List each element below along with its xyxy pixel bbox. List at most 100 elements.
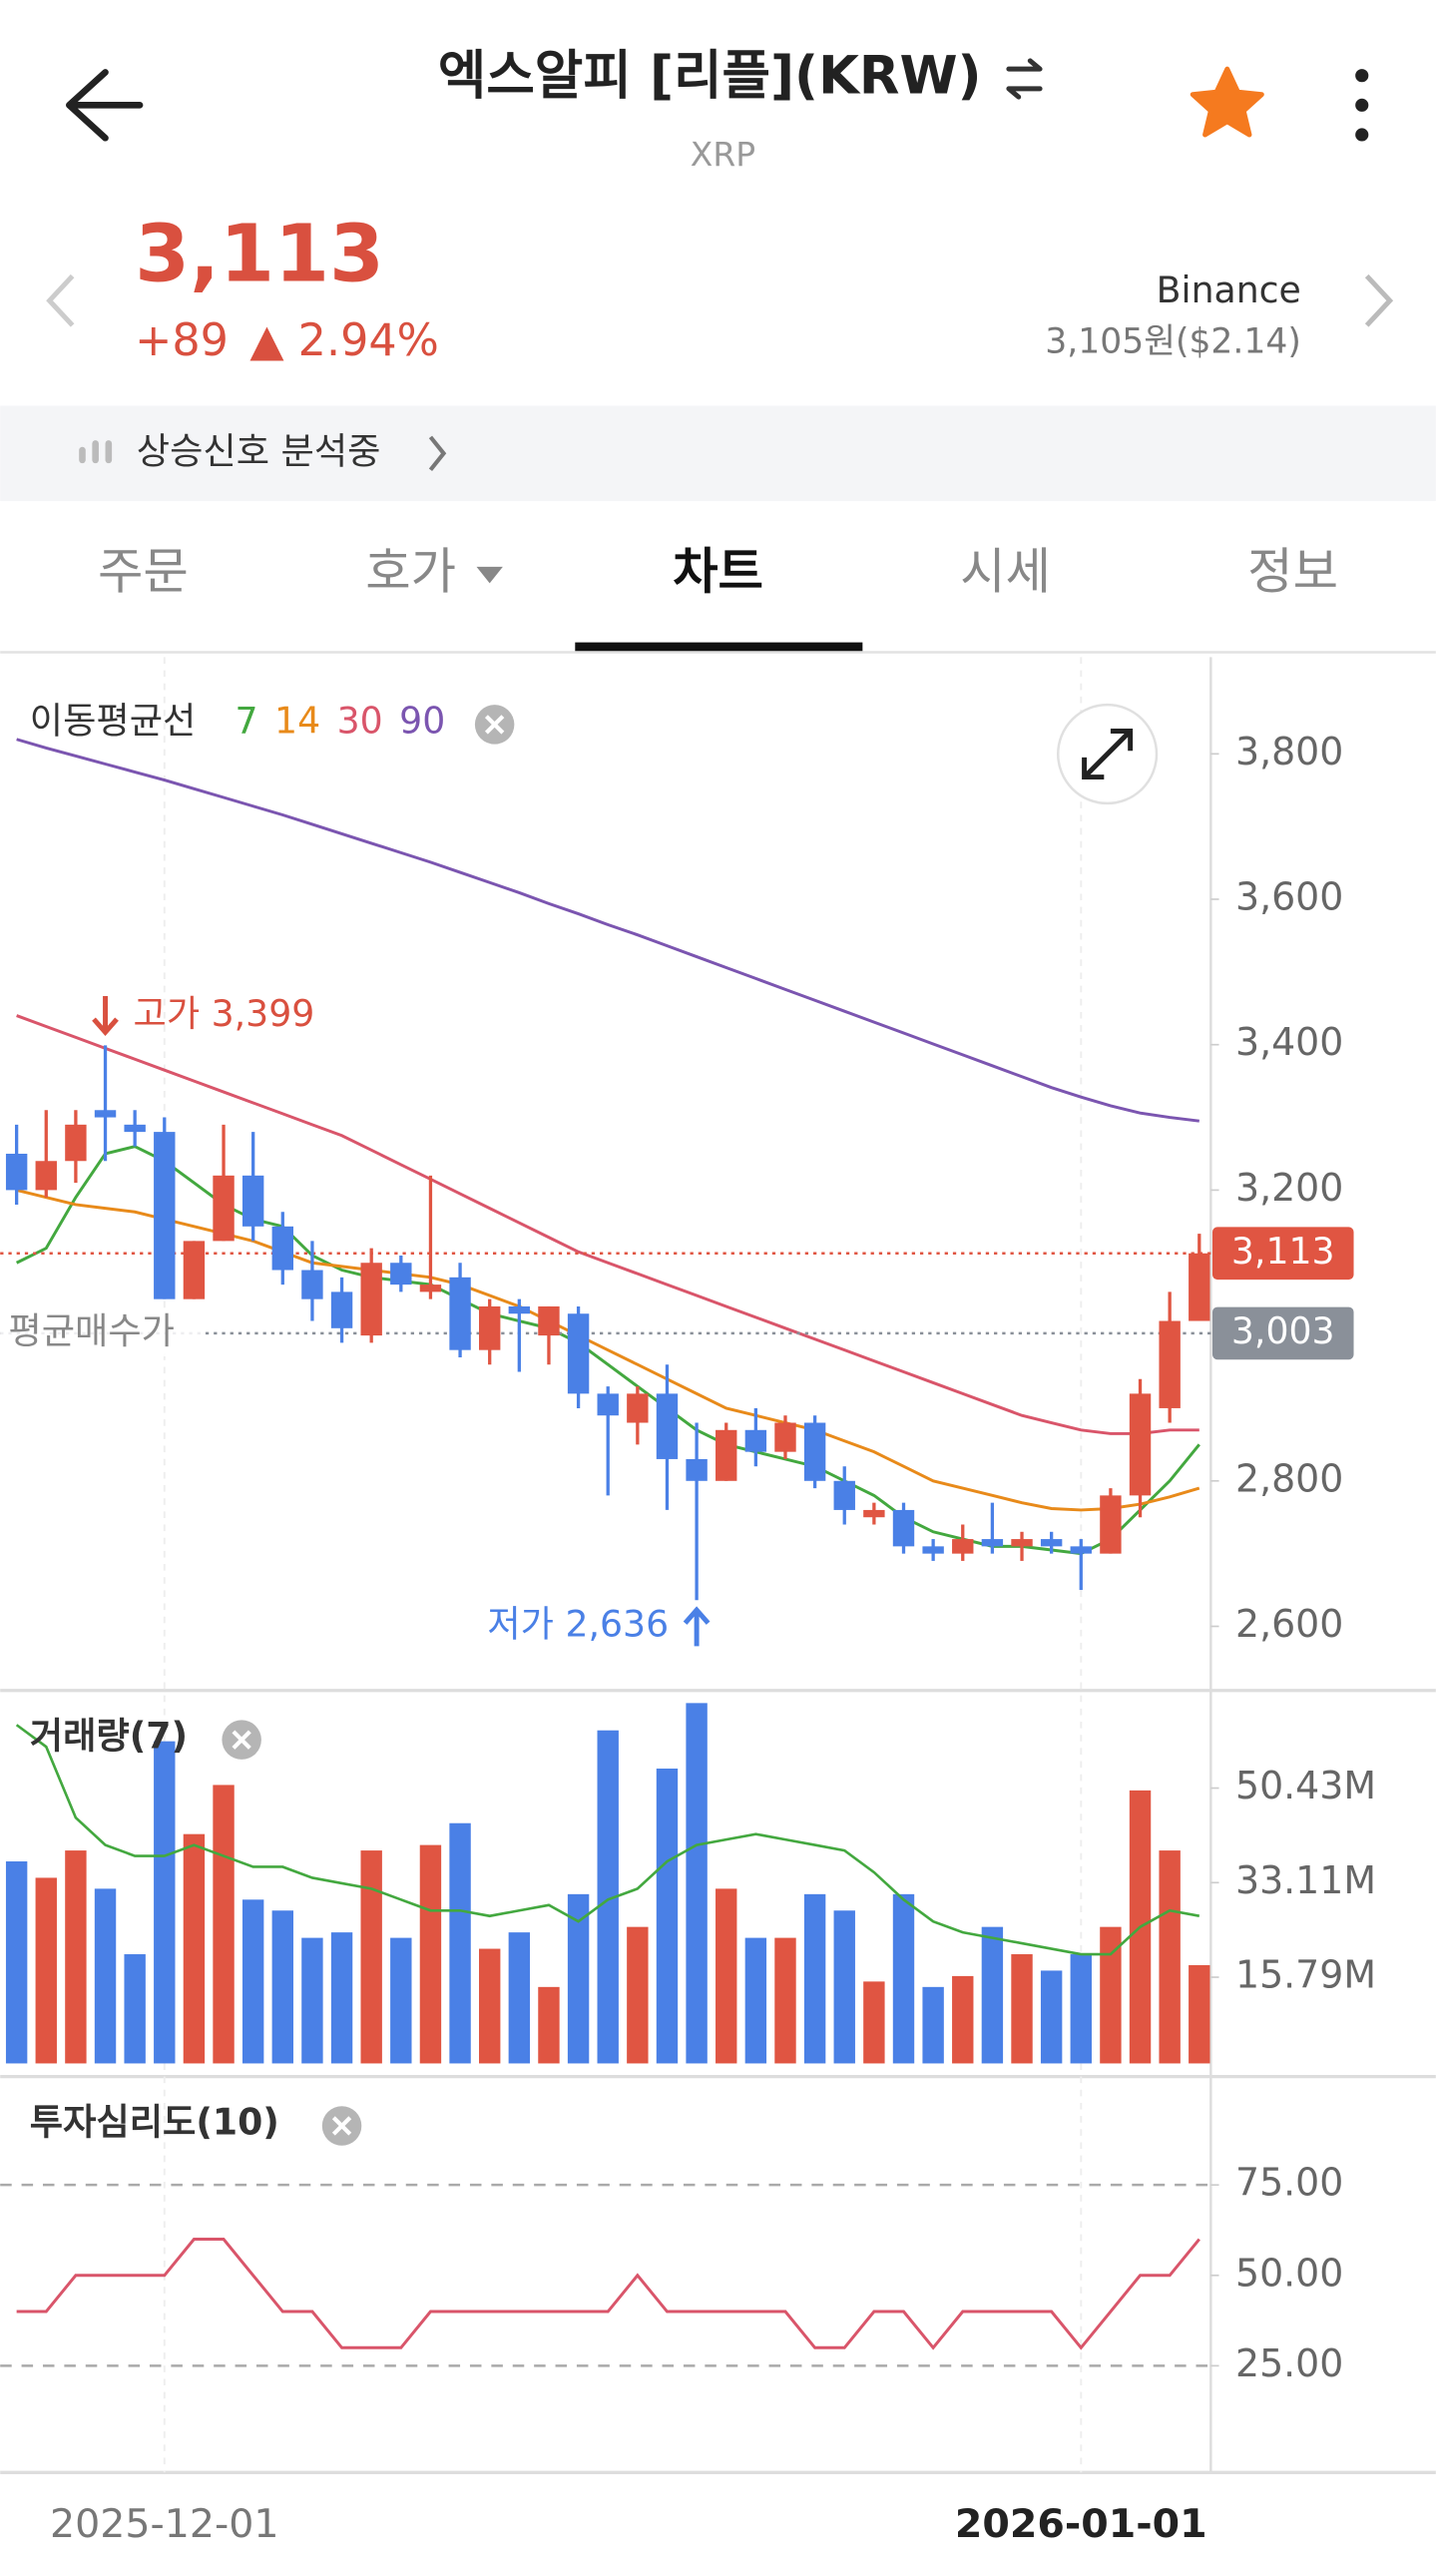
expand-button[interactable] [1056,703,1159,805]
expand-icon [1082,729,1134,780]
volume-bar [803,1893,826,2064]
tab-bar: 주문 호가 차트 시세 정보 [98,543,1338,653]
candle-body [419,1285,442,1292]
panel-title: 거래량(7) [30,1715,188,1758]
tab[interactable]: 차트 [673,543,763,601]
swap-icon[interactable] [1006,58,1043,100]
y-tick-label: 3,200 [1235,1166,1343,1210]
candle-body [508,1305,531,1314]
favorite-star[interactable] [1190,66,1264,138]
back-button[interactable] [66,69,144,142]
tab[interactable]: 정보 [1247,543,1338,601]
volume-bar [1070,1954,1092,2064]
candle-body [1040,1539,1063,1547]
candle-body [360,1263,382,1336]
candle-body [538,1305,560,1336]
price-change: +89 [135,315,229,366]
volume-bar [65,1850,87,2064]
page-title: 엑스알피 [리플](KRW) [438,46,982,107]
volume-bar [271,1910,293,2064]
candle-body [774,1422,796,1452]
candle-body [567,1313,590,1394]
volume-bar [1159,1850,1181,2064]
candle-body [1100,1495,1122,1554]
candle-body [981,1539,1004,1547]
candle-body [744,1429,767,1452]
legend-entry: 90 [399,699,445,742]
exchange-name: Binance [1157,268,1301,311]
volume-bar [508,1932,531,2064]
y-tick-label: 75.00 [1235,2161,1343,2205]
candle-body [863,1509,885,1518]
dot [1355,69,1369,83]
more-menu[interactable] [1355,69,1369,142]
legend-entry: 7 [236,699,258,742]
volume-bar [952,1975,974,2064]
volume-bar [922,1986,944,2064]
price-tag-label: 3,113 [1231,1230,1335,1273]
tab[interactable]: 주문 [98,543,189,601]
remove-indicator[interactable] [321,2106,362,2146]
tab[interactable]: 호가 [365,543,456,601]
candle-body [922,1546,944,1554]
candle-body [241,1175,264,1227]
prev-arrow[interactable] [46,273,75,327]
back-arrow [66,69,144,142]
volume-bar [597,1730,619,2064]
moving-average-line [16,1014,1199,1435]
y-tick-label: 15.79M [1235,1953,1376,1997]
volume-bar [183,1833,206,2064]
remove-indicator[interactable] [222,1720,261,1760]
volume-bar [686,1703,708,2064]
legend-entry: 30 [337,699,383,742]
volume-bar [330,1932,353,2064]
volume-bar [716,1888,737,2064]
candle-body [892,1509,915,1547]
candle-body [952,1539,974,1554]
volume-bar [213,1785,235,2064]
volume-bar [419,1844,442,2064]
close-x [232,1730,251,1750]
volume-bar [1040,1970,1063,2064]
dot [1355,128,1369,142]
tab[interactable]: 시세 [960,543,1051,601]
x-tick-label: 2026-01-01 [955,2501,1207,2547]
candle-body [5,1153,28,1191]
annotation-arrow [683,1606,711,1647]
ma-title: 이동평균선 [30,699,197,742]
remove-indicator[interactable] [474,705,515,745]
y-tick-label: 50.43M [1235,1764,1376,1807]
volume-bar [154,1741,176,2064]
price-line-label-bg [0,1309,201,1356]
volume-bar [627,1926,649,2064]
dropdown-caret [476,566,503,584]
sentiment-line [16,2238,1200,2350]
candle-body [656,1393,679,1459]
close-x [331,2116,352,2136]
volume-bar [567,1893,590,2064]
next-arrow[interactable] [1364,273,1394,327]
candle-body [833,1480,855,1510]
y-tick-label: 50.00 [1235,2251,1343,2295]
volume-bar [390,1937,412,2064]
candle-body [1129,1393,1152,1496]
candle-body [597,1393,619,1416]
banner-icon [79,446,86,464]
candle-body [627,1393,649,1423]
change-rate: ▲ 2.94% [249,315,438,366]
candle-body [716,1429,737,1481]
volume-bar [1011,1954,1033,2064]
candle-body [1159,1320,1181,1408]
candle-body [65,1124,87,1162]
price-tag [1211,1306,1354,1360]
signal-banner[interactable]: 상승신호 분석중 [0,405,1436,502]
volume-bar [774,1937,796,2064]
exchange-price: 3,105원($2.14) [1045,322,1301,362]
volume-ma-line [15,1724,1200,1956]
legend-entry: 14 [274,699,320,742]
candle-body [94,1110,117,1118]
y-tick-label: 3,400 [1235,1020,1343,1064]
